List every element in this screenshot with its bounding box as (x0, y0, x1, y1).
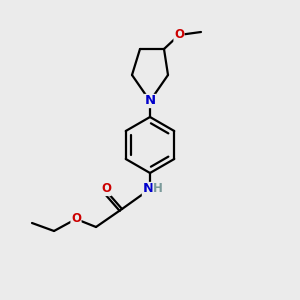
Text: N: N (142, 182, 154, 196)
Text: N: N (144, 94, 156, 107)
Text: O: O (174, 28, 184, 41)
Text: O: O (101, 182, 111, 196)
Text: H: H (153, 182, 163, 196)
Text: O: O (71, 212, 81, 226)
